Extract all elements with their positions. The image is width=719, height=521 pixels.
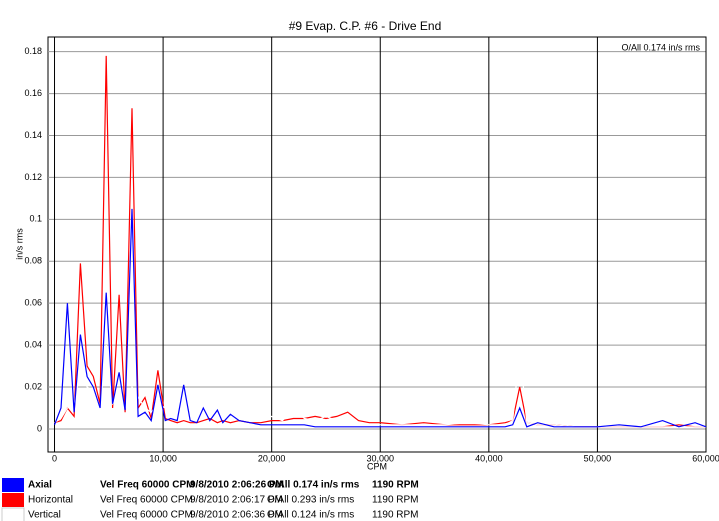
y-tick-label: 0.12 <box>24 172 42 182</box>
legend-swatch <box>2 478 24 492</box>
x-axis-label: CPM <box>367 461 387 471</box>
legend-swatch <box>2 493 24 507</box>
legend-detail: 9/8/2010 2:06:36 PM <box>190 510 283 521</box>
legend-label: Horizontal <box>28 495 73 506</box>
chart-title: #9 Evap. C.P. #6 - Drive End <box>289 19 442 33</box>
legend-detail: Vel Freq 60000 CPM <box>100 495 193 506</box>
legend-detail: 1190 RPM <box>372 480 419 491</box>
series-line <box>54 345 706 428</box>
y-axis-label: in/s rms <box>14 228 24 260</box>
legend-detail: 1190 RPM <box>372 510 419 521</box>
legend-detail: O/All 0.293 in/s rms <box>267 495 354 506</box>
x-tick-label: 50,000 <box>584 453 612 463</box>
legend-detail: 9/8/2010 2:06:26 PM <box>190 480 284 491</box>
series-line <box>53 208 707 428</box>
x-tick-label: 0 <box>52 453 57 463</box>
y-tick-label: 0.06 <box>24 298 42 308</box>
legend-detail: 1190 RPM <box>372 495 419 506</box>
x-tick-label: 60,000 <box>692 453 719 463</box>
y-tick-label: 0.16 <box>24 88 42 98</box>
legend-detail: Vel Freq 60000 CPM <box>100 480 195 491</box>
y-tick-label: 0.02 <box>24 381 42 391</box>
legend-label: Vertical <box>28 510 61 521</box>
y-tick-label: 0.18 <box>24 46 42 56</box>
x-tick-label: 20,000 <box>258 453 286 463</box>
annotation: O/All 0.174 in/s rms <box>621 42 700 52</box>
legend-detail: 9/8/2010 2:06:17 PM <box>190 495 283 506</box>
y-tick-label: 0.1 <box>29 214 42 224</box>
y-tick-label: 0.14 <box>24 130 42 140</box>
legend-swatch <box>1 507 25 521</box>
plot-area <box>47 36 707 453</box>
legend-detail: Vel Freq 60000 CPM <box>100 510 193 521</box>
y-tick-label: 0 <box>37 423 42 433</box>
x-tick-label: 30,000 <box>366 453 394 463</box>
y-tick-label: 0.08 <box>24 256 42 266</box>
legend-label: Axial <box>28 480 52 491</box>
legend-detail: O/All 0.124 in/s rms <box>267 510 354 521</box>
legend-detail: O/All 0.174 in/s rms <box>267 480 360 491</box>
x-tick-label: 10,000 <box>149 453 177 463</box>
x-tick-label: 40,000 <box>475 453 503 463</box>
y-tick-label: 0.04 <box>24 339 42 349</box>
